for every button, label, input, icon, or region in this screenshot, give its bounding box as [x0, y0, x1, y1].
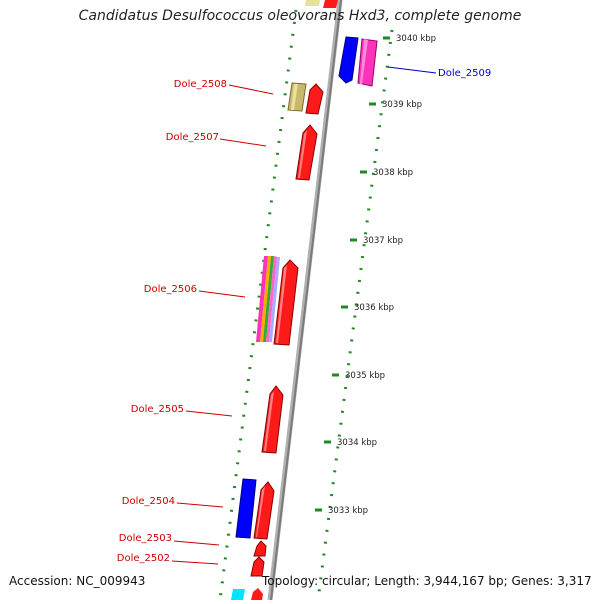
- gene-label[interactable]: Dole_2502: [117, 553, 170, 564]
- gene-dole-2507[interactable]: [295, 124, 318, 181]
- partial-genes-bottom: [231, 588, 263, 600]
- scale-tick-label: 3033 kbp: [328, 506, 368, 516]
- scale-tick-label: 3038 kbp: [373, 168, 413, 178]
- gene-callout-dole-2504[interactable]: Dole_2504: [122, 496, 224, 508]
- gene-callout-dole-2506[interactable]: Dole_2506: [144, 284, 246, 298]
- scale-tick: 3037 kbp: [350, 236, 403, 246]
- partial-genes-top: [305, 0, 338, 8]
- scale-ticks: 3040 kbp 3039 kbp 3038 kbp 3037 kbp 3036 kbp…: [315, 34, 436, 516]
- scale-tick-label: 3036 kbp: [354, 303, 394, 313]
- gene-callout-dole-2502[interactable]: Dole_2502: [117, 553, 219, 565]
- gene-dole-2509[interactable]: [338, 36, 378, 87]
- accession-text: Accession: NC_009943: [9, 574, 146, 588]
- scale-tick-label: 3035 kbp: [345, 371, 385, 381]
- gene-dole-2504[interactable]: [235, 478, 275, 540]
- gene-dole-2508[interactable]: [287, 82, 324, 115]
- scale-tick: 3040 kbp: [383, 34, 436, 44]
- gene-callouts: Dole_2509 Dole_2508 Dole_2507 Dole_2506 Dole…: [117, 66, 491, 565]
- gene-label[interactable]: Dole_2505: [131, 404, 184, 415]
- gene-callout-dole-2503[interactable]: Dole_2503: [119, 533, 220, 546]
- scale-tick: 3034 kbp: [324, 438, 377, 448]
- gene-dole-2505[interactable]: [261, 385, 284, 454]
- scale-tick-label: 3039 kbp: [382, 100, 422, 110]
- gene-callout-dole-2505[interactable]: Dole_2505: [131, 404, 233, 417]
- gene-dole-2502[interactable]: [250, 556, 265, 577]
- gene-dole-2506[interactable]: [256, 256, 299, 346]
- scale-tick: 3033 kbp: [315, 506, 368, 516]
- scale-tick: 3039 kbp: [369, 100, 422, 110]
- gene-label[interactable]: Dole_2508: [174, 79, 227, 90]
- genome-backbone: [267, 0, 343, 601]
- scale-tick-label: 3040 kbp: [396, 34, 436, 44]
- gene-callout-dole-2509[interactable]: Dole_2509: [387, 66, 491, 79]
- scale-tick-label: 3037 kbp: [363, 236, 403, 246]
- gene-label[interactable]: Dole_2509: [438, 68, 491, 79]
- gene-label[interactable]: Dole_2504: [122, 496, 175, 507]
- scale-tick-label: 3034 kbp: [337, 438, 377, 448]
- gene-callout-dole-2508[interactable]: Dole_2508: [174, 79, 274, 95]
- gene-label[interactable]: Dole_2507: [166, 132, 219, 143]
- gene-label[interactable]: Dole_2506: [144, 284, 197, 295]
- gene-label[interactable]: Dole_2503: [119, 533, 172, 544]
- gene-dole-2503[interactable]: [253, 540, 267, 557]
- scale-tick: 3038 kbp: [360, 168, 413, 178]
- gene-callout-dole-2507[interactable]: Dole_2507: [166, 132, 267, 147]
- scale-tick: 3036 kbp: [341, 303, 394, 313]
- scale-tick: 3035 kbp: [332, 371, 385, 381]
- page-title: Candidatus Desulfococcus oleovorans Hxd3…: [78, 8, 522, 24]
- genome-summary-text: Topology: circular; Length: 3,944,167 bp…: [262, 574, 592, 588]
